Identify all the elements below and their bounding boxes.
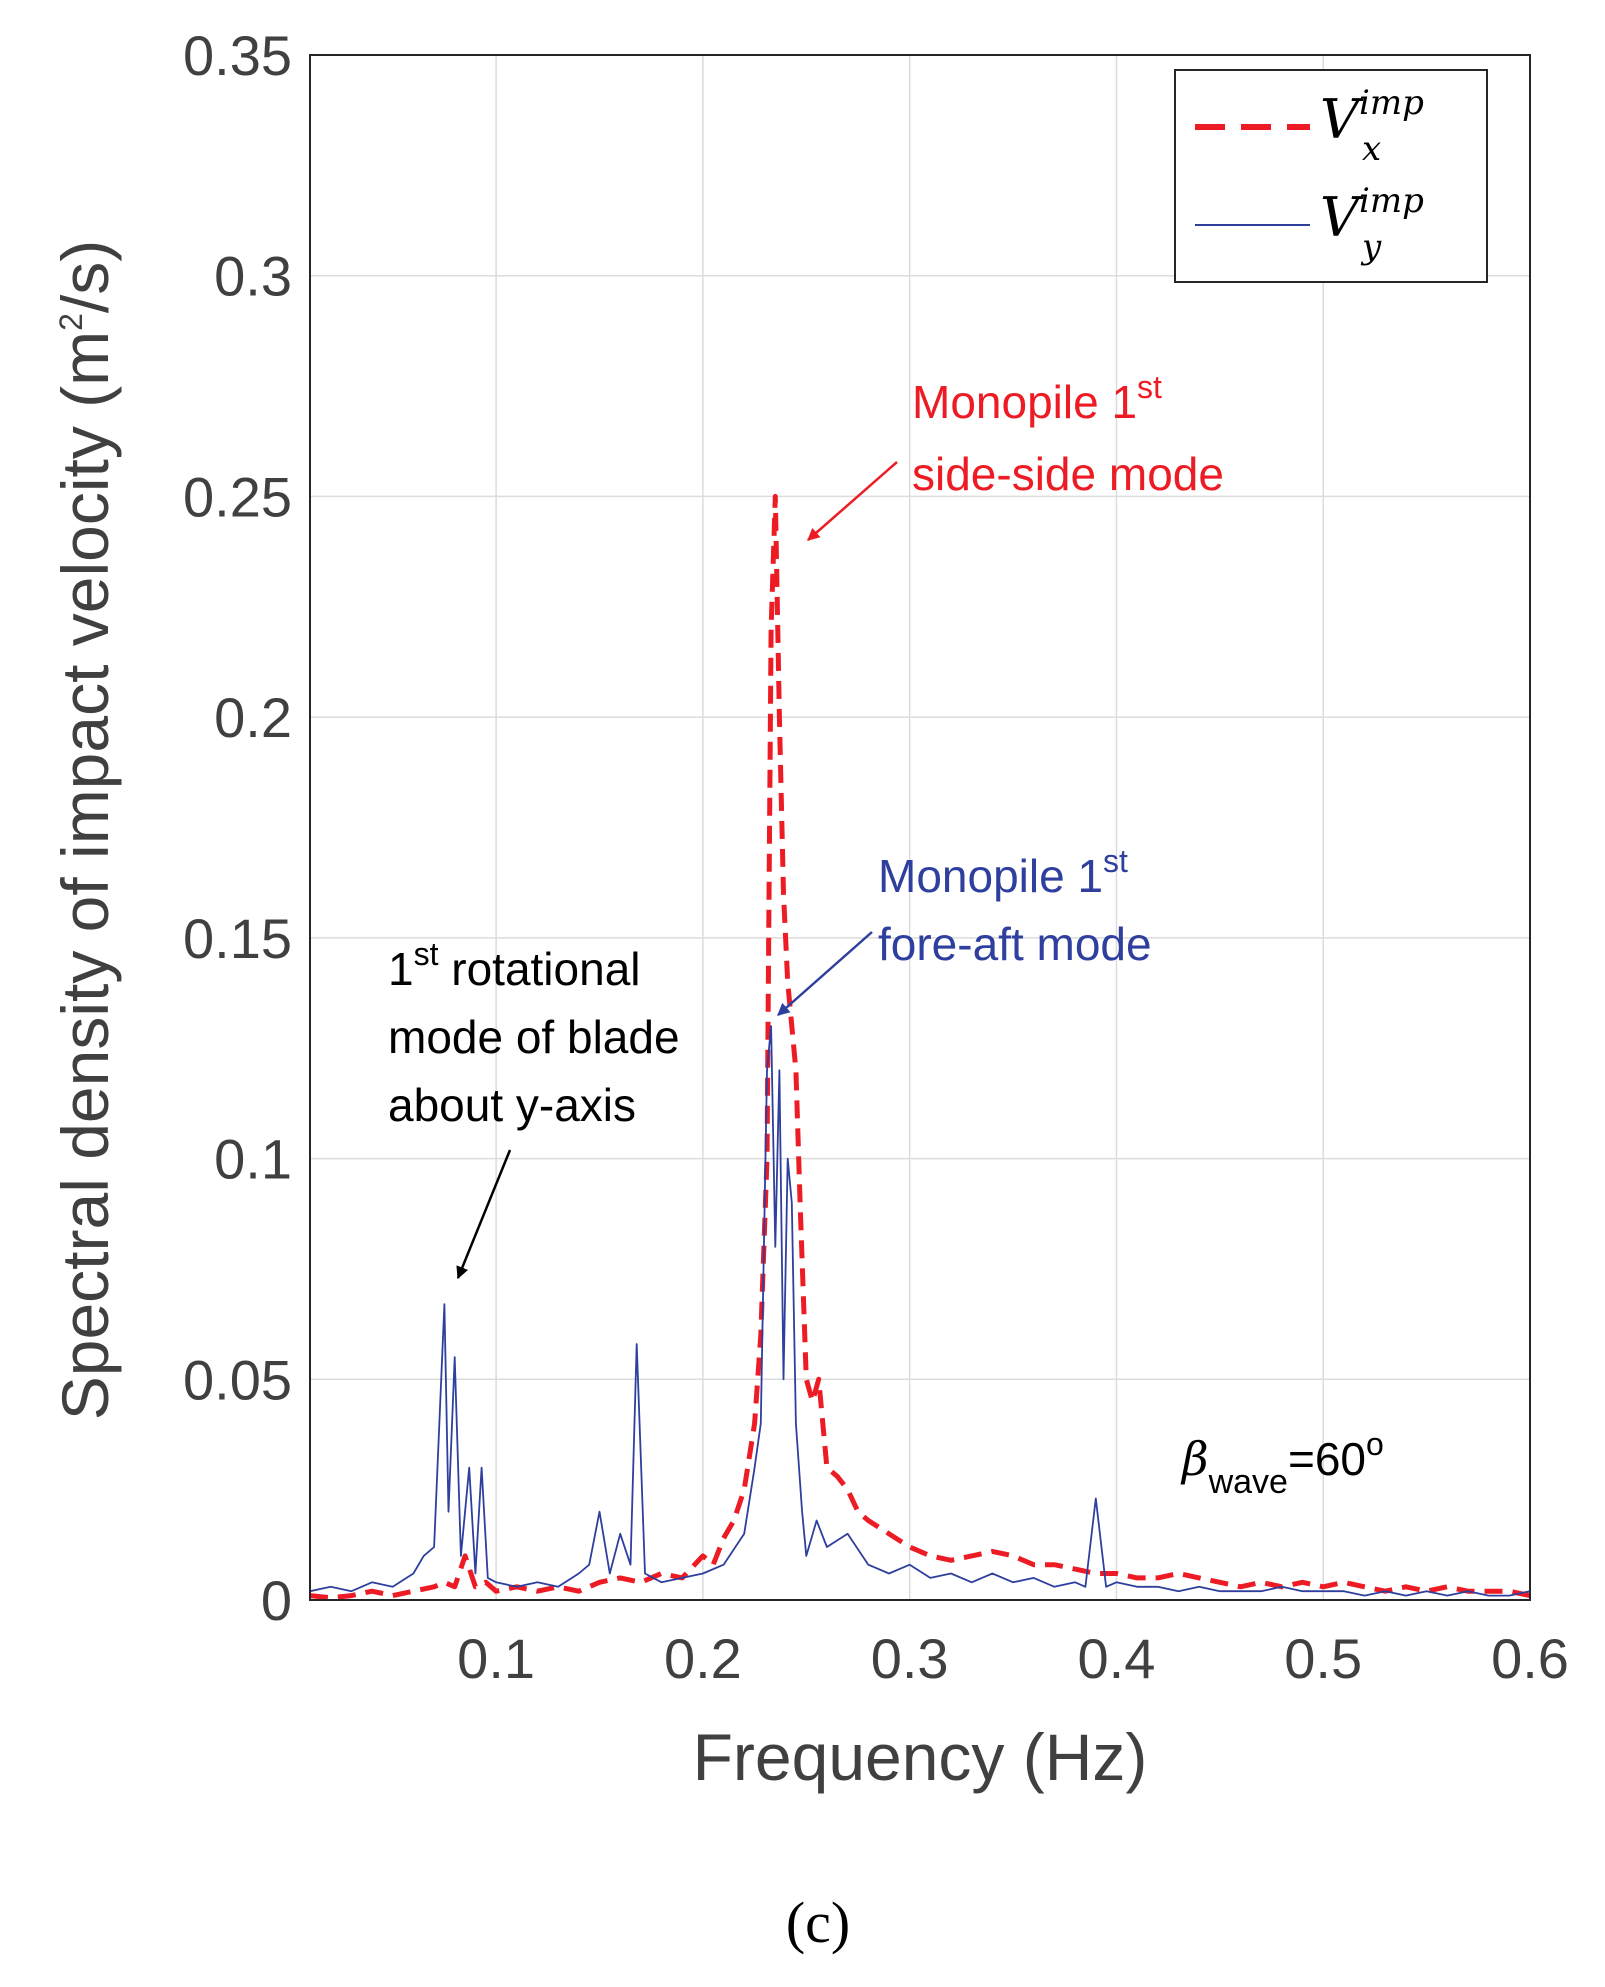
x-tick-label: 0.3 bbox=[871, 1627, 949, 1690]
legend: Vimp x Vimp y bbox=[1174, 69, 1488, 283]
grid-lines bbox=[310, 54, 1531, 1601]
annotation-fore-aft-line2: fore-aft mode bbox=[878, 918, 1152, 970]
y-tick-label: 0.35 bbox=[183, 24, 292, 87]
annotation-rotational-line3: about y-axis bbox=[388, 1079, 636, 1131]
y-axis-label-sup: 2 bbox=[53, 313, 89, 331]
legend-label-vy: Vimp bbox=[1320, 181, 1424, 249]
annotation-fore-aft-line1: Monopile 1st bbox=[878, 843, 1128, 902]
annotation-side-side-sup: st bbox=[1137, 369, 1162, 405]
plot-frame bbox=[309, 54, 1531, 1601]
x-tick-label: 0.2 bbox=[664, 1627, 742, 1690]
legend-vy-sub: y bbox=[1360, 227, 1382, 267]
annotation-rotational-arrow bbox=[456, 1149, 512, 1280]
annotation-rotational-text: rotational bbox=[438, 943, 640, 995]
y-tick-label: 0.15 bbox=[183, 907, 292, 970]
y-tick-label: 0.05 bbox=[183, 1348, 292, 1411]
beta-sup: o bbox=[1366, 1426, 1384, 1462]
x-tick-labels: 0.1 0.2 0.3 0.4 0.5 0.6 bbox=[457, 1627, 1569, 1690]
legend-vx-sub: x bbox=[1362, 129, 1381, 169]
annotation-side-side-line1: Monopile 1st bbox=[912, 369, 1162, 428]
y-tick-label: 0.25 bbox=[183, 465, 292, 528]
beta-symbol: β bbox=[1180, 1432, 1209, 1486]
annotation-rotational-line2: mode of blade bbox=[388, 1011, 680, 1063]
annotation-rotational-num: 1 bbox=[388, 943, 414, 995]
beta-sub: wave bbox=[1208, 1463, 1288, 1501]
legend-vx-sup: imp bbox=[1359, 83, 1424, 123]
beta-main: =60 bbox=[1288, 1433, 1366, 1485]
annotation-side-side-line2: side-side mode bbox=[912, 448, 1224, 500]
panel-label: (c) bbox=[786, 1890, 850, 1955]
y-tick-labels: 0 0.05 0.1 0.15 0.2 0.25 0.3 0.35 bbox=[183, 24, 292, 1632]
annotation-rotational-sup: st bbox=[414, 936, 439, 972]
annotation-side-side-arrow bbox=[807, 461, 898, 541]
y-axis-label: Spectral density of impact velocity (m2/… bbox=[48, 240, 122, 1421]
series-layer bbox=[310, 493, 1530, 1600]
legend-vy-main: V bbox=[1320, 186, 1364, 249]
annotation-fore-aft-text: Monopile 1 bbox=[878, 850, 1103, 902]
y-tick-label: 0.1 bbox=[214, 1128, 292, 1191]
x-tick-label: 0.4 bbox=[1078, 1627, 1156, 1690]
legend-vy-sup: imp bbox=[1359, 181, 1424, 221]
x-tick-label: 0.5 bbox=[1284, 1627, 1362, 1690]
annotation-rotational-line1: 1st rotational bbox=[388, 936, 641, 995]
annotation-fore-aft-arrow bbox=[777, 931, 873, 1016]
annotation-side-side-text: Monopile 1 bbox=[912, 376, 1137, 428]
y-tick-label: 0.3 bbox=[214, 245, 292, 308]
y-tick-label: 0.2 bbox=[214, 686, 292, 749]
legend-label-vx: Vimp bbox=[1320, 83, 1424, 151]
y-axis-label-tail: /s) bbox=[48, 240, 122, 313]
beta-wave-label: βwave=60o bbox=[1180, 1426, 1384, 1501]
y-tick-label: 0 bbox=[261, 1569, 292, 1632]
x-axis-label: Frequency (Hz) bbox=[693, 1720, 1148, 1794]
series-vy-line bbox=[310, 1025, 1530, 1597]
x-tick-label: 0.6 bbox=[1491, 1627, 1569, 1690]
legend-box bbox=[1174, 69, 1488, 283]
y-axis-label-main: Spectral density of impact velocity (m bbox=[48, 331, 122, 1420]
x-tick-label: 0.1 bbox=[457, 1627, 535, 1690]
legend-vx-main: V bbox=[1320, 88, 1364, 151]
annotation-fore-aft-sup: st bbox=[1103, 843, 1128, 879]
series-vx-line bbox=[310, 493, 1530, 1600]
